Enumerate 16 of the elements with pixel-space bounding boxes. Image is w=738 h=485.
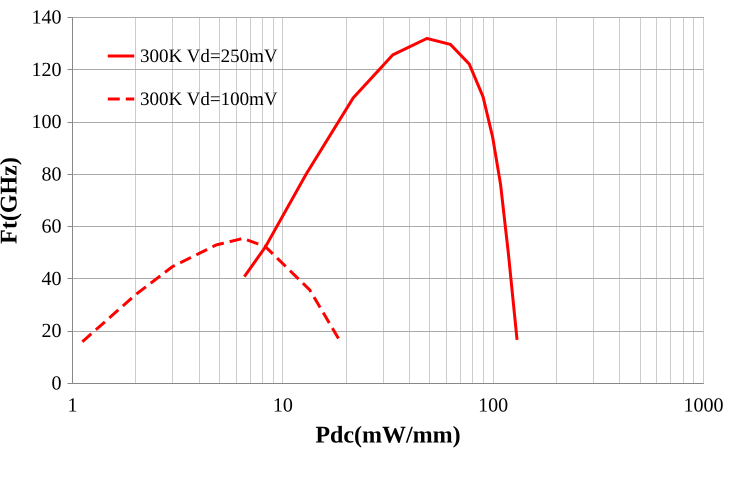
y-tick-label: 40 [42,268,62,290]
y-tick-label: 60 [42,216,62,238]
y-tick-label: 100 [32,111,62,134]
y-tick-label: 80 [42,163,62,186]
x-tick-label: 1 [68,394,78,416]
legend-label: 300K Vd=100mV [140,89,278,110]
legend-label: 300K Vd=250mV [140,46,278,67]
x-tick-label: 1000 [684,394,724,416]
y-tick-label: 0 [52,372,62,394]
x-tick-label: 10 [272,394,293,416]
y-tick-label: 140 [32,6,62,28]
y-tick-label: 120 [32,58,62,81]
y-axis-title: Ft(GHz) [0,157,22,244]
y-tick-label: 20 [42,320,62,342]
x-tick-label: 100 [478,394,508,416]
x-axis-title: Pdc(mW/mm) [315,422,461,448]
